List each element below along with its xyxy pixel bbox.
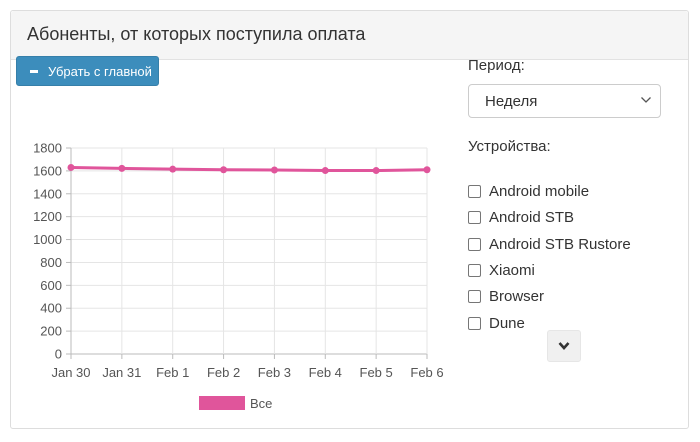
data-point xyxy=(118,164,126,172)
remove-from-home-label: Убрать с главной xyxy=(48,64,152,79)
data-point xyxy=(270,166,278,174)
x-tick-label: Feb 6 xyxy=(410,365,443,380)
device-checkbox-dune[interactable] xyxy=(468,317,481,330)
data-point xyxy=(372,167,380,175)
x-tick-label: Feb 3 xyxy=(258,365,291,380)
x-tick-label: Feb 4 xyxy=(309,365,342,380)
device-label: Browser xyxy=(489,288,545,305)
data-point xyxy=(67,163,75,171)
x-tick-label: Feb 2 xyxy=(207,365,240,380)
series-line xyxy=(70,165,428,173)
y-tick-label: 0 xyxy=(55,347,62,362)
device-checkbox-android-mobile[interactable] xyxy=(468,185,481,198)
data-point xyxy=(220,166,228,174)
chevron-down-icon xyxy=(558,342,570,350)
period-select[interactable]: Неделя xyxy=(468,84,661,118)
device-label: Android STB xyxy=(489,209,575,226)
panel-header: Абоненты, от которых поступила оплата xyxy=(11,11,688,60)
y-tick-label: 1200 xyxy=(33,209,62,224)
x-tick-label: Jan 30 xyxy=(51,365,90,380)
period-select-value: Неделя xyxy=(485,93,538,110)
y-tick-label: 1800 xyxy=(33,141,62,156)
minus-icon xyxy=(30,70,38,73)
x-tick-label: Jan 31 xyxy=(102,365,141,380)
device-label: Android mobile xyxy=(489,183,590,200)
legend-swatch xyxy=(199,396,245,410)
data-point xyxy=(321,167,329,175)
y-tick-label: 800 xyxy=(40,255,62,270)
period-label: Период: xyxy=(468,57,525,74)
y-tick-label: 1000 xyxy=(33,232,62,247)
y-tick-label: 400 xyxy=(40,301,62,316)
legend-label: Все xyxy=(250,396,272,411)
y-tick-label: 1600 xyxy=(33,163,62,178)
device-checkbox-android-stb-rustore[interactable] xyxy=(468,238,481,251)
y-tick-label: 600 xyxy=(40,278,62,293)
device-checkbox-xiaomi[interactable] xyxy=(468,264,481,277)
data-point xyxy=(169,165,177,173)
x-tick-label: Feb 1 xyxy=(156,365,189,380)
remove-from-home-button[interactable]: Убрать с главной xyxy=(16,56,159,86)
device-checkbox-android-stb[interactable] xyxy=(468,211,481,224)
chevron-down-icon xyxy=(641,97,651,103)
device-checkbox-browser[interactable] xyxy=(468,290,481,303)
y-tick-label: 1400 xyxy=(33,186,62,201)
device-label: Xiaomi xyxy=(489,262,535,279)
devices-label: Устройства: xyxy=(468,138,551,155)
panel-title: Абоненты, от которых поступила оплата xyxy=(27,24,366,44)
data-point xyxy=(423,166,431,174)
device-label: Dune xyxy=(489,315,525,332)
device-label: Android STB Rustore xyxy=(489,236,631,253)
y-tick-label: 200 xyxy=(40,324,62,339)
expand-devices-button[interactable] xyxy=(547,330,581,362)
x-tick-label: Feb 5 xyxy=(360,365,393,380)
